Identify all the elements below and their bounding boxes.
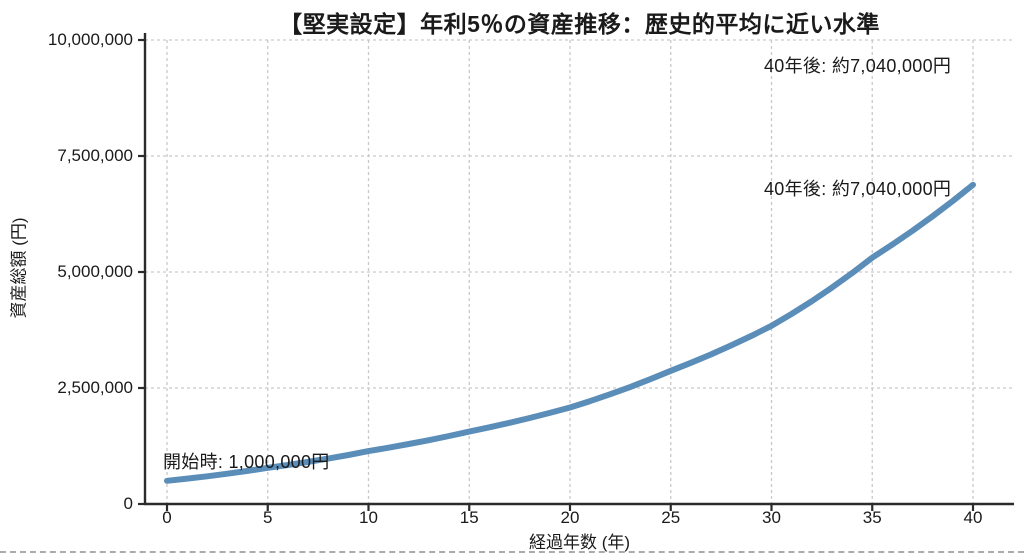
x-tick-label: 40 bbox=[963, 508, 983, 527]
x-axis-label: 経過年数 (年) bbox=[528, 533, 631, 552]
y-tick-label: 0 bbox=[123, 494, 133, 513]
x-tick-label: 5 bbox=[263, 508, 273, 527]
x-tick-label: 35 bbox=[862, 508, 882, 527]
asset-growth-line bbox=[164, 181, 976, 484]
x-tick-label: 0 bbox=[162, 508, 172, 527]
annotation-start-value: 開始時: 1,000,000円 bbox=[163, 452, 330, 472]
x-tick-label: 10 bbox=[359, 508, 378, 527]
x-tick-label: 15 bbox=[459, 508, 479, 527]
y-tick-label: 5,000,000 bbox=[57, 262, 133, 281]
x-tick-label: 30 bbox=[762, 508, 781, 527]
annotation-final-value-top: 40年後: 約7,040,000円 bbox=[764, 56, 952, 76]
y-tick-label: 10,000,000 bbox=[47, 30, 133, 49]
y-tick-label: 7,500,000 bbox=[57, 146, 133, 165]
annotation-final-value-line: 40年後: 約7,040,000円 bbox=[764, 179, 952, 199]
y-tick-label: 2,500,000 bbox=[57, 378, 133, 397]
page-divider bbox=[0, 551, 1024, 553]
x-tick-label: 20 bbox=[560, 508, 580, 527]
x-tick-label: 25 bbox=[661, 508, 681, 527]
chart-title: 【堅実設定】年利5％の資産推移：歴史的平均に近い水準 bbox=[279, 11, 880, 37]
